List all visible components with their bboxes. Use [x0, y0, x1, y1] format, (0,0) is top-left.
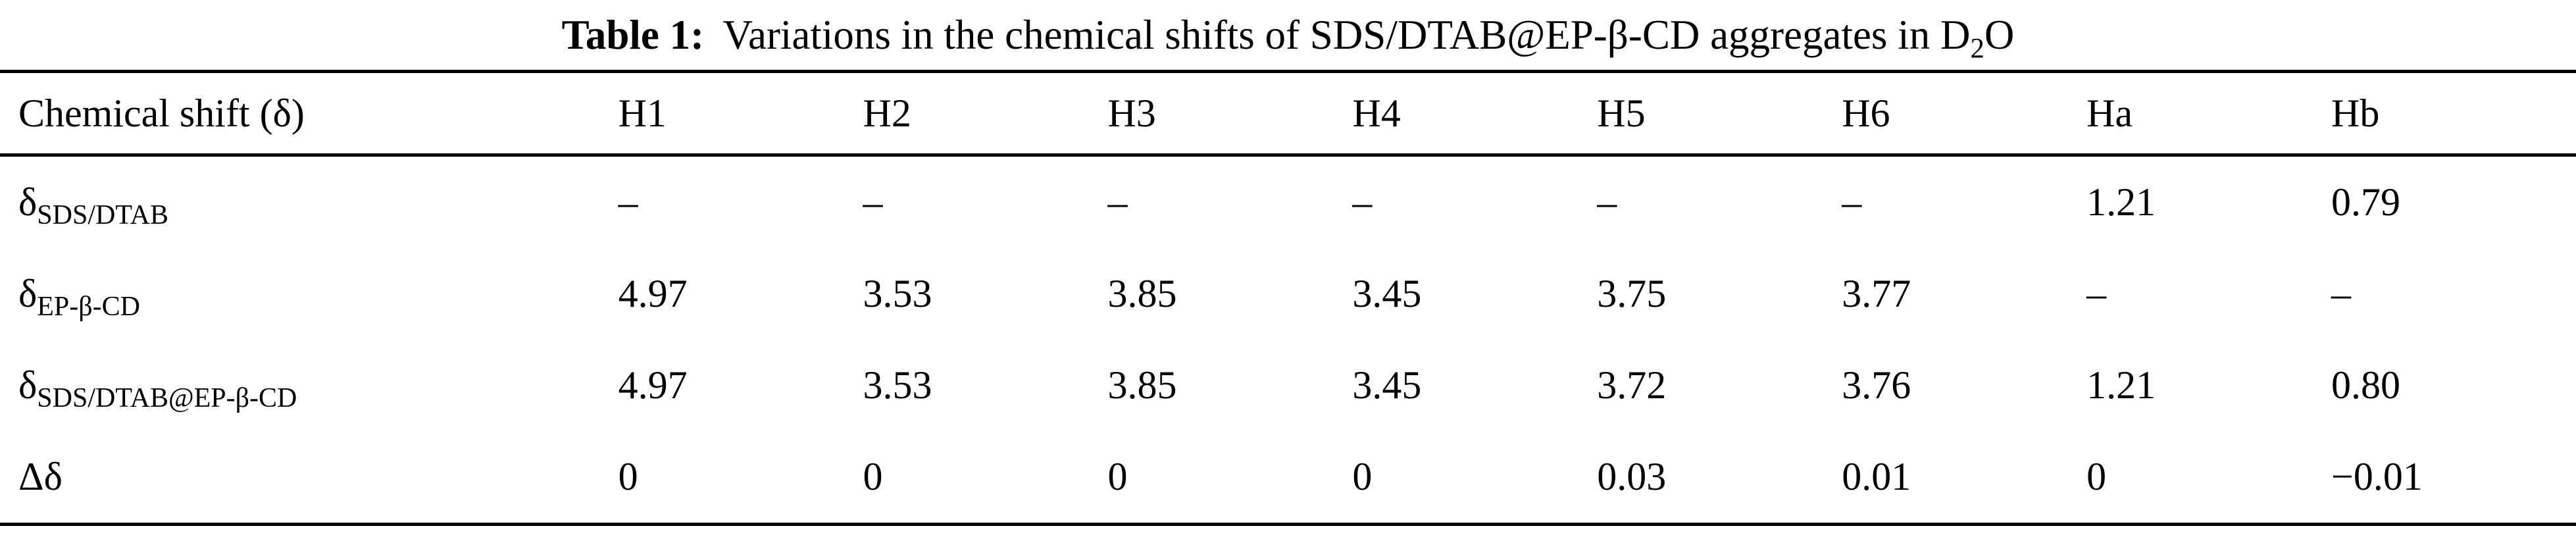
table-cell: 0	[1352, 455, 1373, 498]
row-label-subscript: SDS/DTAB	[37, 200, 168, 230]
header-cell-h4: H4	[1352, 71, 1598, 157]
table-cell: 1.21	[2086, 363, 2156, 407]
header-cell-chemical-shift: Chemical shift (δ)	[0, 71, 619, 157]
table-cell: –	[1352, 180, 1373, 224]
table-cell: 3.53	[863, 363, 932, 407]
table-cell: −0.01	[2331, 455, 2423, 498]
table-cell: 3.53	[863, 272, 932, 315]
table-caption-number: Table 1:	[561, 11, 705, 58]
table-cell: 0.80	[2331, 363, 2401, 407]
table-cell: 1.21	[2086, 180, 2156, 224]
row-label-symbol: δ	[18, 363, 38, 407]
row-label-symbol: δ	[18, 272, 38, 315]
table-cell: –	[1842, 180, 1862, 224]
table-cell: 3.85	[1107, 363, 1177, 407]
header-cell-hb: Hb	[2331, 71, 2576, 157]
table-cell: 0.03	[1597, 455, 1667, 498]
table-cell: –	[1597, 180, 1617, 224]
row-label: Δδ	[0, 431, 619, 525]
header-cell-h3: H3	[1107, 71, 1353, 157]
table-row-sds-dtab-at-ep-b-cd: δSDS/DTAB@EP-β-CD 4.97 3.53 3.85 3.45 3.…	[0, 340, 2576, 431]
table-row-delta-delta: Δδ 0 0 0 0 0.03 0.01 0 −0.01	[0, 431, 2576, 525]
table-cell: 3.75	[1597, 272, 1667, 315]
header-cell-h6: H6	[1842, 71, 2087, 157]
table-caption: Table 1: Variations in the chemical shift…	[0, 0, 2576, 70]
row-label-subscript: SDS/DTAB@EP-β-CD	[37, 383, 297, 413]
row-label-symbol: Δδ	[18, 455, 63, 498]
row-label: δSDS/DTAB	[0, 155, 619, 249]
table-cell: –	[1107, 180, 1128, 224]
table-cell: –	[618, 180, 638, 224]
table-cell: 0.79	[2331, 180, 2401, 224]
table-caption-tail: O	[1984, 11, 2015, 58]
table-cell: 0	[2086, 455, 2107, 498]
row-label: δSDS/DTAB@EP-β-CD	[0, 340, 619, 431]
table-cell: –	[863, 180, 883, 224]
table-row-ep-b-cd: δEP-β-CD 4.97 3.53 3.85 3.45 3.75 3.77 –…	[0, 248, 2576, 340]
table-cell: 3.45	[1352, 363, 1422, 407]
table-caption-subscript: 2	[1970, 33, 1984, 65]
table-cell: 4.97	[618, 272, 688, 315]
row-label: δEP-β-CD	[0, 248, 619, 340]
header-cell-h1: H1	[618, 71, 863, 157]
table-cell: 0.01	[1842, 455, 1911, 498]
chemical-shift-table: Chemical shift (δ) H1 H2 H3 H4 H5 H6 Ha …	[0, 70, 2576, 526]
table-cell: 3.85	[1107, 272, 1177, 315]
table-cell: 4.97	[618, 363, 688, 407]
table-cell: –	[2086, 272, 2107, 315]
table-cell: 3.76	[1842, 363, 1911, 407]
table-cell: 3.72	[1597, 363, 1667, 407]
table-cell: 3.77	[1842, 272, 1911, 315]
table-caption-body: Variations in the chemical shifts of SDS…	[722, 11, 1971, 58]
row-label-symbol: δ	[18, 180, 38, 224]
table-cell: 0	[1107, 455, 1128, 498]
header-cell-h5: H5	[1597, 71, 1842, 157]
table-row-sds-dtab: δSDS/DTAB – – – – – – 1.21 0.79	[0, 155, 2576, 249]
table-cell: –	[2331, 272, 2352, 315]
header-cell-h2: H2	[863, 71, 1108, 157]
header-cell-ha: Ha	[2086, 71, 2332, 157]
table-header-row: Chemical shift (δ) H1 H2 H3 H4 H5 H6 Ha …	[0, 71, 2576, 157]
table-cell: 0	[618, 455, 638, 498]
table-cell: 0	[863, 455, 883, 498]
row-label-subscript: EP-β-CD	[37, 292, 140, 322]
table-cell: 3.45	[1352, 272, 1422, 315]
table-caption-text: Variations in the chemical shifts of SDS…	[722, 11, 2015, 63]
